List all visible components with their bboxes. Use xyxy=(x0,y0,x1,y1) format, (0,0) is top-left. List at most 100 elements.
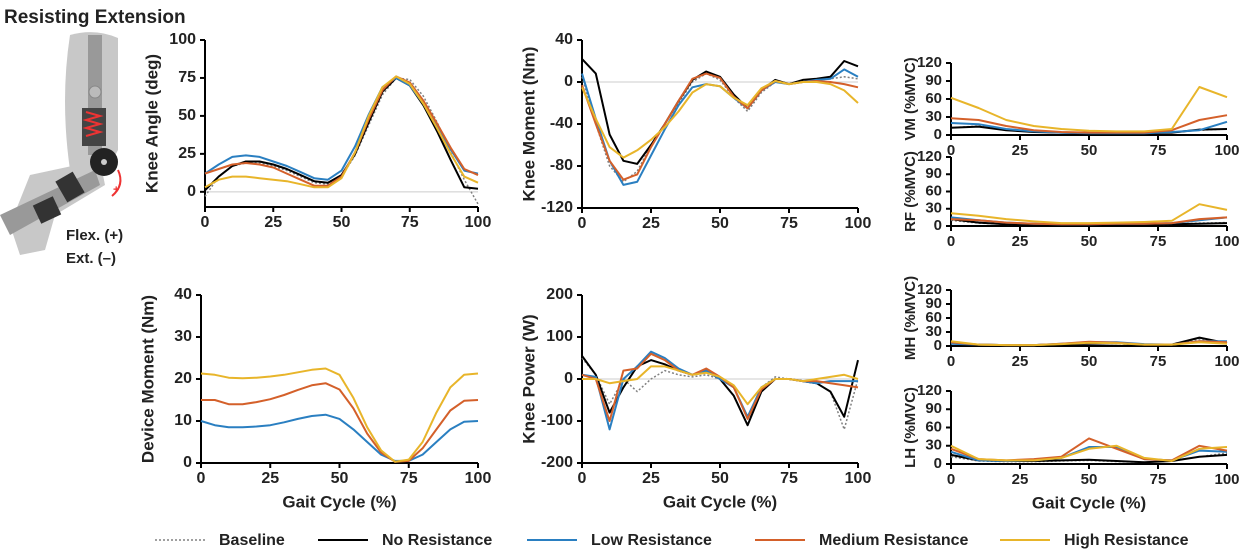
x-tick-label: 75 xyxy=(401,214,419,231)
torque-sign: + xyxy=(113,184,119,196)
y-tick-label: 120 xyxy=(917,54,942,71)
x-tick-label: 0 xyxy=(947,142,955,159)
y-tick-label: 0 xyxy=(187,183,196,200)
y-tick-label: 90 xyxy=(925,400,942,417)
x-tick-label: 0 xyxy=(947,233,955,250)
x-tick-label: 25 xyxy=(1012,353,1029,370)
x-tick-label: 0 xyxy=(197,470,206,487)
x-tick-label: 75 xyxy=(780,215,798,232)
chart-panel: 0 10 20 30 40 0 25 50 75 100 Device Moment (Nm) Gai… xyxy=(138,286,491,511)
series-line xyxy=(950,216,1228,226)
series-line xyxy=(200,413,479,462)
y-tick-label: 0 xyxy=(934,126,942,143)
y-tick-label: 30 xyxy=(925,108,942,125)
x-tick-label: 100 xyxy=(1214,353,1239,370)
x-tick-label: 25 xyxy=(261,470,279,487)
x-axis-label: Gait Cycle (%) xyxy=(282,492,396,511)
y-tick-label: -200 xyxy=(541,454,573,471)
x-tick-label: 50 xyxy=(711,215,729,232)
series-line xyxy=(204,77,479,205)
x-tick-label: 100 xyxy=(845,470,872,487)
legend: Baseline No Resistance Low Resistance Mediu… xyxy=(155,532,1189,549)
y-tick-label: 0 xyxy=(183,454,192,471)
y-axis-label: VM (%MVC) xyxy=(902,57,919,140)
axis-spine xyxy=(200,295,478,464)
x-tick-label: 100 xyxy=(465,214,492,231)
y-tick-label: -80 xyxy=(550,157,573,174)
y-tick-label: 60 xyxy=(925,418,942,435)
series-line xyxy=(581,80,859,159)
series-line xyxy=(581,357,859,431)
series-line xyxy=(200,367,479,463)
y-tick-label: -40 xyxy=(550,115,573,132)
x-tick-label: 100 xyxy=(1214,471,1239,488)
y-axis-label: MH (%MVC) xyxy=(902,276,919,360)
y-tick-label: -120 xyxy=(541,199,573,216)
x-tick-label: 0 xyxy=(947,353,955,370)
x-tick-label: 25 xyxy=(1012,471,1029,488)
y-axis-label: Knee Angle (deg) xyxy=(142,54,161,193)
y-tick-label: 200 xyxy=(546,286,573,303)
flexion-label: Flex. (+) xyxy=(66,227,123,244)
chart-panel: -200 -100 0 100 200 0 25 50 75 100 Knee Power (W) G… xyxy=(519,286,871,511)
series-line xyxy=(204,77,479,192)
x-tick-label: 75 xyxy=(400,470,418,487)
x-axis-label: Gait Cycle (%) xyxy=(663,492,777,511)
y-tick-label: 90 xyxy=(925,72,942,89)
x-axis-label: Gait Cycle (%) xyxy=(1032,493,1146,512)
y-tick-label: 120 xyxy=(917,382,942,399)
series-line xyxy=(204,75,479,189)
series-line xyxy=(581,355,859,427)
x-tick-label: 50 xyxy=(1081,471,1098,488)
y-tick-label: 90 xyxy=(925,295,942,312)
series-line xyxy=(201,382,479,463)
axis-spine xyxy=(204,40,478,208)
x-tick-label: 100 xyxy=(1214,142,1239,159)
y-tick-label: -100 xyxy=(541,412,573,429)
y-tick-label: 0 xyxy=(934,217,942,234)
y-tick-label: 100 xyxy=(546,328,573,345)
y-tick-label: 0 xyxy=(564,370,573,387)
y-tick-label: 100 xyxy=(169,31,196,48)
legend-label: High Resistance xyxy=(1064,532,1189,549)
axis-spine xyxy=(950,290,1227,347)
y-axis-label: Knee Moment (Nm) xyxy=(519,47,538,202)
figure-title: Resisting Extension xyxy=(4,7,186,28)
x-tick-label: 25 xyxy=(642,215,660,232)
x-tick-label: 50 xyxy=(1081,233,1098,250)
series-line xyxy=(950,340,1228,347)
y-tick-label: 120 xyxy=(917,148,942,165)
brace-diagram: + xyxy=(0,32,122,255)
x-tick-label: 0 xyxy=(578,215,587,232)
y-tick-label: 120 xyxy=(917,281,942,298)
axis-spine xyxy=(950,157,1227,227)
x-tick-label: 25 xyxy=(264,214,282,231)
y-tick-label: 30 xyxy=(925,323,942,340)
y-tick-label: 30 xyxy=(174,328,192,345)
legend-label: Medium Resistance xyxy=(819,532,968,549)
y-tick-label: 30 xyxy=(925,200,942,217)
x-tick-label: 75 xyxy=(1150,471,1167,488)
x-tick-label: 75 xyxy=(1150,142,1167,159)
series-line xyxy=(950,114,1228,134)
extension-label: Ext. (–) xyxy=(66,250,116,267)
x-tick-label: 75 xyxy=(1150,353,1167,370)
y-tick-label: 60 xyxy=(925,309,942,326)
x-tick-label: 75 xyxy=(780,470,798,487)
series-line xyxy=(582,365,859,406)
axis-spine xyxy=(581,40,858,209)
x-tick-label: 75 xyxy=(1150,233,1167,250)
x-tick-label: 0 xyxy=(578,470,587,487)
x-tick-label: 50 xyxy=(711,470,729,487)
x-tick-label: 50 xyxy=(333,214,351,231)
y-tick-label: 25 xyxy=(178,145,196,162)
x-tick-label: 100 xyxy=(465,470,492,487)
series-line xyxy=(581,72,859,181)
series-line xyxy=(950,86,1228,133)
x-tick-label: 50 xyxy=(331,470,349,487)
x-tick-label: 50 xyxy=(1081,142,1098,159)
